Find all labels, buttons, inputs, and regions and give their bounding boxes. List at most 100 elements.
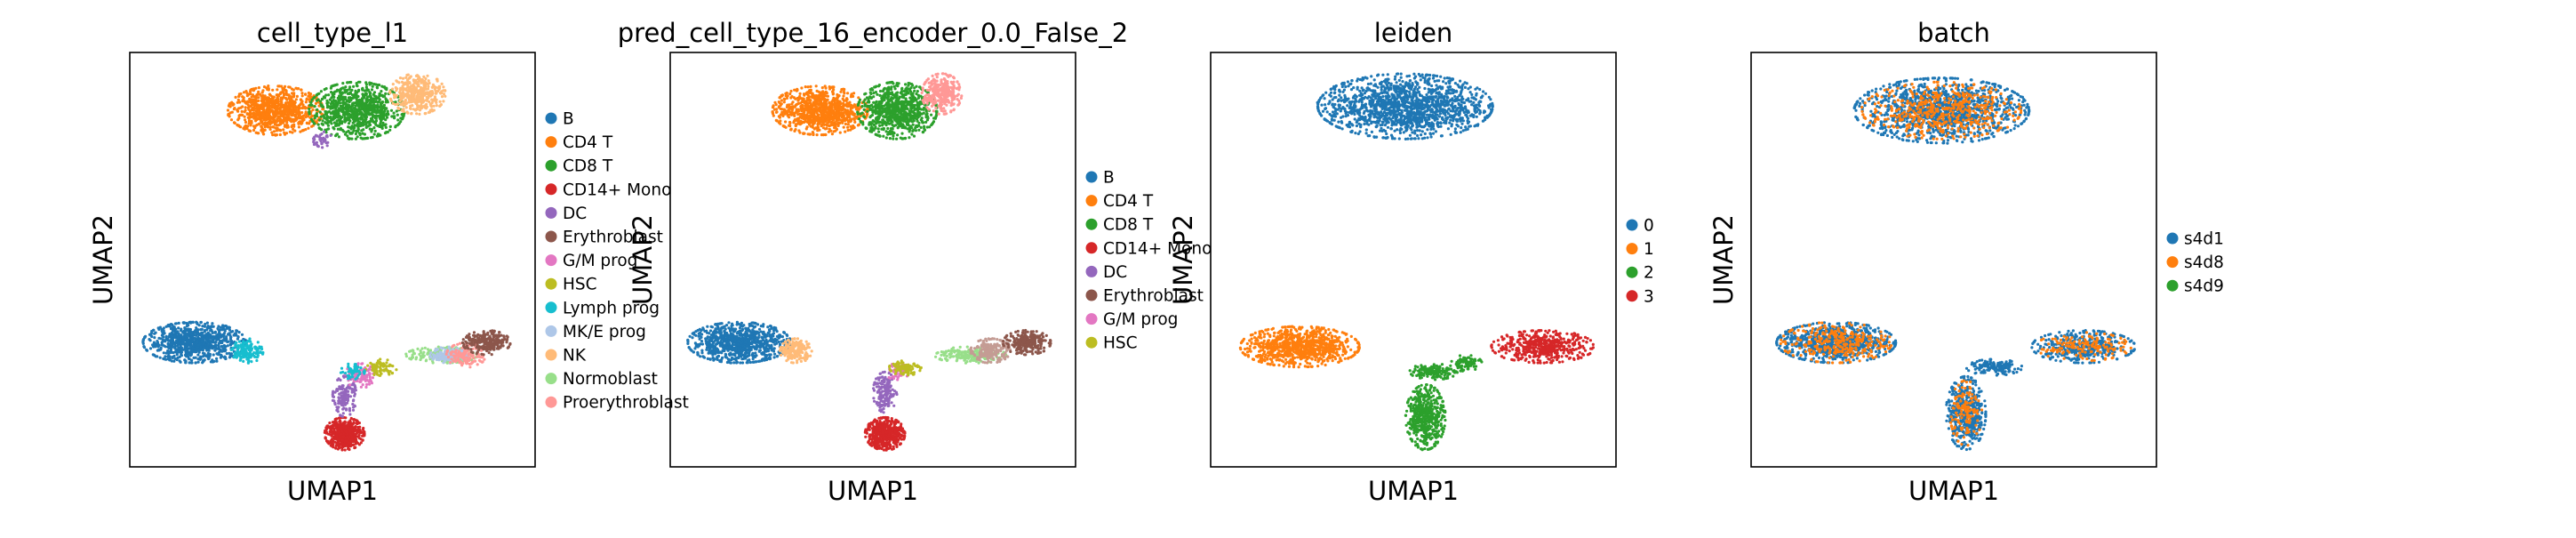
data-point xyxy=(320,142,324,146)
data-point xyxy=(358,380,362,383)
data-point xyxy=(399,103,403,107)
data-point xyxy=(295,94,299,98)
data-point xyxy=(259,350,262,355)
data-point xyxy=(416,80,420,84)
data-point xyxy=(246,103,250,107)
data-point xyxy=(289,117,292,121)
data-point xyxy=(260,111,263,115)
data-point xyxy=(242,359,245,363)
data-point xyxy=(325,99,329,102)
data-point xyxy=(409,357,413,361)
data-point xyxy=(472,333,476,337)
data-point xyxy=(337,424,340,428)
data-point xyxy=(460,364,464,367)
data-point xyxy=(329,86,332,90)
data-point xyxy=(412,349,415,352)
data-point xyxy=(185,344,188,348)
data-point xyxy=(162,326,165,330)
data-point xyxy=(444,94,447,98)
data-point xyxy=(401,76,405,80)
legend-marker xyxy=(545,277,557,290)
data-point xyxy=(321,119,324,123)
data-point xyxy=(386,358,389,362)
data-point xyxy=(339,101,342,105)
data-point xyxy=(357,116,361,120)
data-point xyxy=(356,362,360,365)
data-point xyxy=(209,326,212,330)
data-point xyxy=(357,132,362,135)
data-point xyxy=(188,327,192,332)
data-point xyxy=(158,356,162,359)
data-point xyxy=(329,105,332,108)
data-point xyxy=(480,339,484,342)
data-point xyxy=(332,429,336,432)
data-point xyxy=(323,88,326,92)
data-point xyxy=(297,121,300,124)
data-point xyxy=(363,132,366,136)
data-point xyxy=(236,109,240,113)
data-point xyxy=(190,339,194,343)
legend-item: CD4 T xyxy=(545,133,613,152)
data-point xyxy=(382,364,386,367)
data-point xyxy=(241,346,245,349)
data-point xyxy=(440,82,444,85)
data-point xyxy=(173,357,177,361)
data-point xyxy=(333,424,337,428)
legend-marker xyxy=(545,373,557,385)
legend-label: B xyxy=(563,110,574,129)
data-point xyxy=(353,363,356,366)
data-point xyxy=(486,341,490,345)
data-point xyxy=(210,336,213,340)
data-point xyxy=(205,321,209,325)
data-point xyxy=(365,136,369,140)
data-point xyxy=(263,98,267,101)
data-point xyxy=(365,382,369,386)
data-point xyxy=(406,111,410,115)
data-point xyxy=(174,327,178,331)
data-point xyxy=(257,90,260,93)
data-point xyxy=(454,360,458,364)
data-point xyxy=(250,112,253,116)
data-point xyxy=(185,325,188,328)
data-point xyxy=(178,359,181,363)
data-point xyxy=(185,321,188,325)
data-point xyxy=(287,85,291,89)
data-point xyxy=(169,342,172,346)
data-point xyxy=(341,82,345,85)
data-point xyxy=(229,330,233,333)
data-point xyxy=(274,100,277,104)
data-point xyxy=(375,365,379,369)
data-point xyxy=(489,339,492,342)
data-point xyxy=(236,100,239,104)
data-point xyxy=(481,360,484,364)
data-point xyxy=(219,353,222,357)
data-point xyxy=(444,89,447,92)
data-point xyxy=(365,115,369,119)
scatter-points xyxy=(686,72,1052,452)
data-point xyxy=(315,99,319,102)
data-point xyxy=(244,106,247,109)
data-point xyxy=(314,101,318,105)
data-point xyxy=(380,90,383,93)
data-point xyxy=(469,348,473,351)
data-point xyxy=(300,100,304,104)
data-point xyxy=(356,369,361,373)
data-point xyxy=(489,336,492,340)
data-point xyxy=(282,110,285,115)
data-point xyxy=(436,357,440,361)
data-point xyxy=(357,437,361,440)
data-point xyxy=(484,333,487,336)
data-point xyxy=(260,91,264,94)
data-point xyxy=(223,346,227,349)
data-point xyxy=(319,90,323,93)
data-point xyxy=(440,95,444,99)
data-point xyxy=(427,110,430,115)
data-point xyxy=(467,353,471,357)
data-point xyxy=(432,104,436,108)
data-point xyxy=(500,333,503,337)
data-point xyxy=(364,85,368,89)
data-point xyxy=(436,353,441,357)
data-point xyxy=(361,434,364,438)
data-point xyxy=(428,355,433,358)
